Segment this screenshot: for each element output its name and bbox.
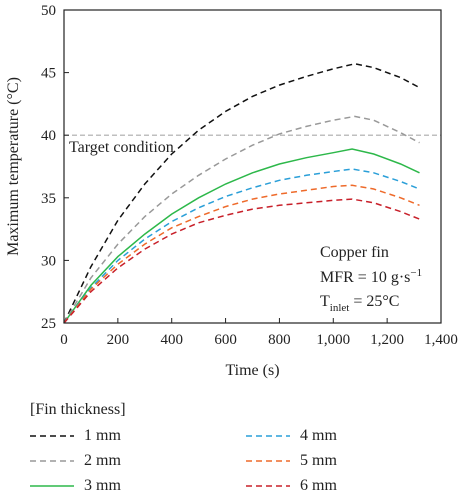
x-tick-label: 600 [214, 332, 237, 348]
annotation-mfr: MFR = 10 g·s−1 [320, 267, 422, 286]
annotation-mfr-main: MFR = 10 g·s [320, 269, 410, 286]
x-tick-label: 0 [60, 332, 68, 348]
legend-swatch [30, 435, 74, 437]
series-line-2 [63, 115, 420, 324]
legend-swatch [246, 435, 290, 437]
legend: 1 mm 2 mm 3 mm 4 mm 5 mm 6 mm [30, 425, 430, 500]
legend-swatch [246, 460, 290, 462]
series-line-4 [63, 168, 420, 324]
legend-label: 1 mm [84, 427, 121, 444]
annotation-copper-fin: Copper fin [320, 244, 389, 261]
series-line-3 [63, 148, 420, 324]
annotation-inlet-t: T [320, 293, 330, 310]
x-tick-label: 1,400 [424, 332, 458, 348]
series-line-6 [63, 198, 420, 324]
legend-swatch [30, 485, 74, 487]
y-tick-label: 50 [41, 3, 56, 19]
legend-label: 4 mm [300, 427, 337, 444]
target-condition-label: Target condition [69, 139, 174, 156]
legend-swatch [246, 485, 290, 487]
y-axis-title: Maximum temperature (°C) [5, 77, 22, 256]
plot-area [63, 63, 441, 324]
legend-label: 5 mm [300, 452, 337, 469]
legend-item: 3 mm [30, 475, 121, 497]
legend-label: 3 mm [84, 477, 121, 494]
y-tick-label: 35 [41, 191, 56, 207]
y-tick-label: 45 [41, 66, 56, 82]
x-tick-label: 400 [160, 332, 183, 348]
x-tick-label: 200 [107, 332, 130, 348]
legend-label: 2 mm [84, 452, 121, 469]
x-tick-label: 800 [268, 332, 291, 348]
legend-item: 5 mm [246, 450, 337, 472]
legend-item: 6 mm [246, 475, 337, 497]
legend-item: 1 mm [30, 425, 121, 447]
y-tick-label: 30 [41, 253, 56, 269]
x-tick-label: 1,200 [370, 332, 404, 348]
annotation-inlet-sub: inlet [330, 302, 350, 314]
annotation-inlet-rest: = 25°C [349, 293, 399, 310]
y-tick-label: 40 [41, 128, 56, 144]
annotation-inlet-temp: Tinlet = 25°C [320, 293, 399, 314]
legend-item: 2 mm [30, 450, 121, 472]
legend-swatch [30, 460, 74, 462]
x-tick-label: 1,000 [316, 332, 350, 348]
x-axis-title: Time (s) [225, 362, 279, 379]
annotation-mfr-sup: −1 [410, 267, 422, 279]
legend-title: [Fin thickness] [30, 401, 126, 418]
y-tick-label: 25 [41, 316, 56, 332]
legend-item: 4 mm [246, 425, 337, 447]
chart: 0 200 400 600 800 1,000 1,200 1,400 25 30 35 40 45 50… [5, 3, 458, 379]
axes: 0 200 400 600 800 1,000 1,200 1,400 25 30 35 40 45 50 [41, 3, 458, 348]
legend-label: 6 mm [300, 477, 337, 494]
plot-frame [63, 9, 442, 324]
series-line-5 [63, 184, 420, 324]
series-line-1 [63, 63, 420, 324]
